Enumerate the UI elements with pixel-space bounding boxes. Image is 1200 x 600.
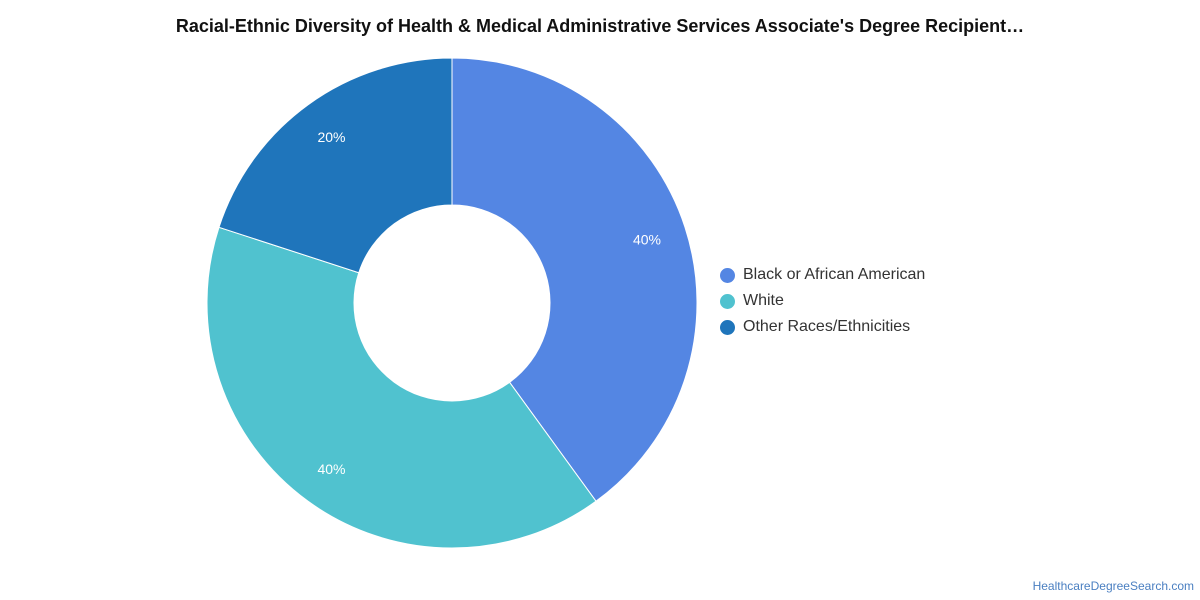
legend-label: White <box>743 292 784 309</box>
slice-value-label: 20% <box>317 129 345 145</box>
legend-label: Black or African American <box>743 266 926 283</box>
legend: Black or African American White Other Ra… <box>720 266 925 336</box>
donut-slice-other-races-ethnicities[interactable] <box>218 57 453 274</box>
slice-value-label: 40% <box>633 232 661 248</box>
legend-swatch <box>720 319 735 335</box>
watermark-link[interactable]: HealthcareDegreeSearch.com <box>1032 579 1194 593</box>
legend-swatch <box>720 293 735 309</box>
donut-slice-white[interactable] <box>206 226 597 549</box>
legend-item-black-or-african-american[interactable]: Black or African American <box>720 266 925 284</box>
legend-item-white[interactable]: White <box>720 292 925 310</box>
donut-slice-black-or-african-american[interactable] <box>451 57 698 502</box>
slice-value-label: 40% <box>317 461 345 477</box>
legend-item-other-races-ethnicities[interactable]: Other Races/Ethnicities <box>720 318 925 336</box>
chart-title: Racial-Ethnic Diversity of Health & Medi… <box>175 16 1025 36</box>
legend-swatch <box>720 267 735 283</box>
legend-label: Other Races/Ethnicities <box>743 318 911 335</box>
